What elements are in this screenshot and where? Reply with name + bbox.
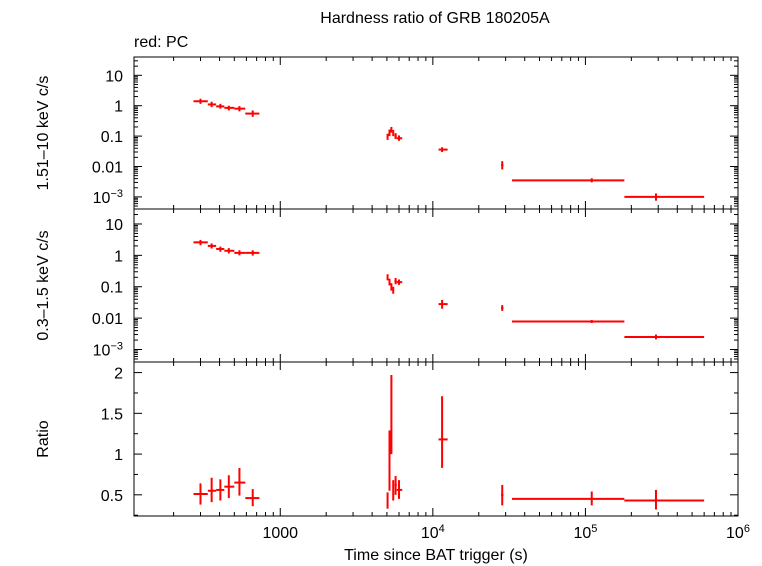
panel-frame: [133, 361, 739, 517]
data-point: [224, 248, 235, 254]
data-point: [207, 243, 217, 249]
data-point: [388, 430, 391, 491]
panel-middle: 10 1 0.1 0.01 10−3 0.3–1.5 keV c/s: [35, 208, 739, 363]
data-point: [624, 193, 705, 201]
y-tick-label: 0.1: [101, 280, 123, 297]
y-tick-label: 0.01: [92, 160, 123, 177]
panel-frame: [133, 56, 739, 210]
y-tick-label: 10: [105, 68, 123, 85]
data-point: [438, 299, 448, 309]
panel-top: 10 1 0.1 0.01 10−3 1.51–10 keV c/s: [35, 56, 739, 210]
y-tick-label: 10−3: [93, 341, 123, 360]
data-point: [234, 106, 246, 112]
data-point: [245, 489, 260, 507]
data-point: [511, 178, 625, 183]
x-axis-label: Time since BAT trigger (s): [344, 547, 528, 564]
data-point: [390, 283, 393, 291]
data-point: [396, 135, 403, 141]
data-point: [207, 101, 217, 108]
data-point: [392, 480, 395, 501]
data-point: [207, 477, 217, 503]
data-point: [388, 278, 391, 286]
data-point: [394, 476, 397, 495]
data-point: [501, 485, 504, 506]
data-point: [390, 126, 393, 133]
data-point: [386, 133, 389, 140]
data-point: [390, 375, 393, 455]
data-point: [245, 110, 260, 117]
y-axis-label: 1.51–10 keV c/s: [35, 76, 52, 191]
data-point: [193, 483, 208, 505]
y-tick-label: 0.01: [92, 311, 123, 328]
data-point: [392, 129, 395, 137]
x-tick-label: 105: [573, 523, 597, 542]
data-point: [396, 279, 403, 285]
data-point: [386, 492, 389, 509]
data-point: [624, 334, 705, 340]
y-tick-label: 1: [114, 447, 123, 464]
data-point: [394, 133, 397, 140]
x-tick-label: 106: [726, 523, 750, 542]
data-point: [245, 250, 260, 256]
data-point: [224, 105, 235, 111]
y-tick-label: 0.1: [101, 129, 123, 146]
data-point: [511, 320, 625, 323]
data-point: [396, 480, 403, 499]
data-point: [624, 489, 705, 510]
y-tick-label: 1: [114, 99, 123, 116]
x-tick-label: 1000: [262, 525, 298, 542]
data-point: [234, 467, 246, 496]
y-tick-label: 1.5: [101, 406, 123, 423]
data-point: [438, 396, 448, 468]
x-tick-label: 104: [421, 523, 445, 542]
data-point: [394, 277, 397, 285]
data-point: [438, 147, 448, 152]
y-tick-label: 10: [105, 217, 123, 234]
data-point: [501, 161, 504, 170]
y-axis-label: Ratio: [35, 420, 52, 457]
data-point: [386, 274, 389, 281]
data-point: [388, 129, 391, 137]
y-tick-label: 0.5: [101, 488, 123, 505]
chart-title: Hardness ratio of GRB 180205A: [320, 10, 550, 27]
data-point: [216, 246, 225, 252]
y-tick-label: 2: [114, 366, 123, 383]
data-point: [193, 98, 208, 104]
data-point: [234, 250, 246, 256]
data-point: [511, 491, 625, 506]
data-point: [392, 286, 395, 294]
y-axis-label: 0.3–1.5 keV c/s: [35, 230, 52, 340]
panel-bottom: 2 1.5 1 0.5 1000 104 105 106 Ratio Time since BAT…: [35, 361, 750, 564]
data-point: [216, 479, 225, 501]
data-point: [193, 239, 208, 246]
y-tick-label: 1: [114, 248, 123, 265]
y-tick-label: 10−3: [93, 188, 123, 207]
panel-frame: [133, 208, 739, 363]
data-point: [224, 475, 235, 499]
data-point: [501, 305, 504, 311]
data-point: [216, 103, 225, 109]
legend-text: red: PC: [134, 34, 188, 51]
